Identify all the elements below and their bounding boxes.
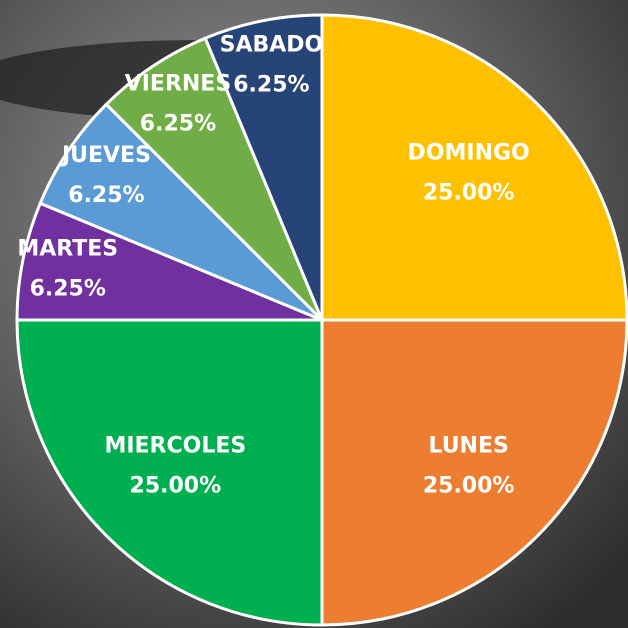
pie-slice [104, 36, 324, 322]
slice-label: LUNES [428, 434, 508, 459]
slice-value-label: 6.25% [140, 111, 216, 136]
pie-slice [38, 102, 324, 322]
slice-label: MIERCOLES [104, 434, 246, 459]
slice-value-label: 6.25% [68, 183, 144, 208]
slice-value-label: 6.25% [30, 276, 106, 301]
pie-slice [203, 13, 324, 321]
slice-label: SABADO [220, 33, 324, 58]
slice-label: VIERNES [125, 71, 231, 96]
slice-value-label: 25.00% [130, 474, 222, 499]
slice-value-label: 25.00% [423, 180, 515, 205]
pie-slice [320, 13, 628, 322]
slice-label: JUEVES [60, 143, 151, 168]
pie-slice [15, 201, 323, 322]
pie-slice [320, 318, 628, 627]
slice-label: MARTES [17, 236, 118, 261]
slice-label: DOMINGO [408, 140, 530, 165]
slice-value-label: 6.25% [233, 73, 309, 98]
slice-value-label: 25.00% [423, 474, 515, 499]
pie-slice [15, 318, 324, 627]
